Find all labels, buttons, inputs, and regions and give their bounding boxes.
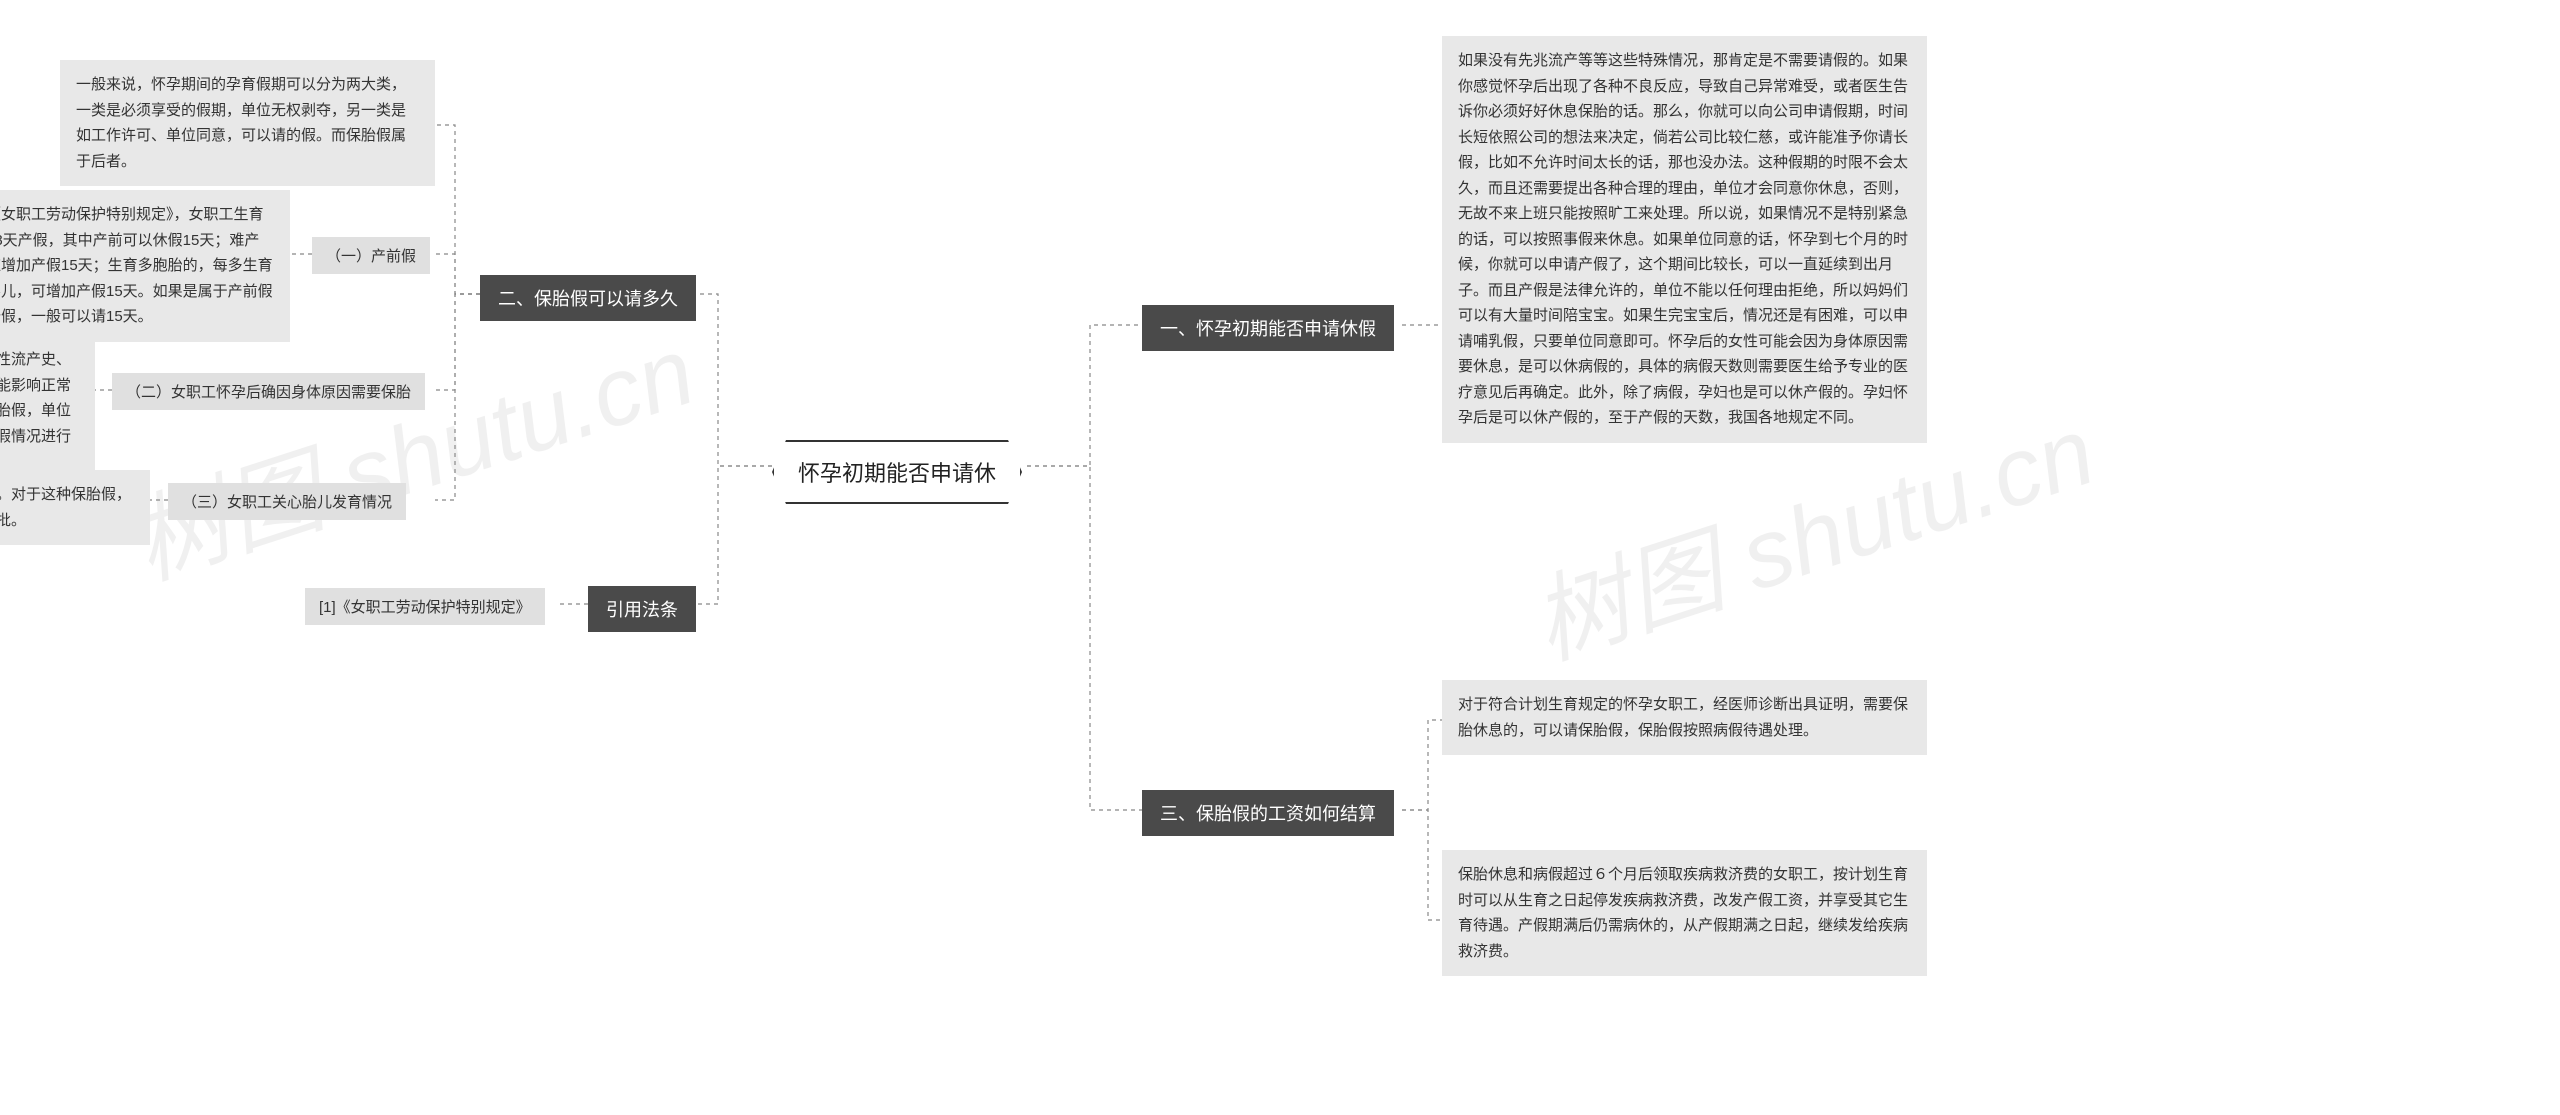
sub-care-fetus: （三）女职工关心胎儿发育情况 [168,483,406,520]
sub-health-need: （二）女职工怀孕后确因身体原因需要保胎 [112,373,425,410]
branch-label: 三、保胎假的工资如何结算 [1160,804,1376,824]
leaf-text: 根据《女职工劳动保护特别规定》，女职工生育享受98天产假，其中产前可以休假15天… [0,206,273,325]
leaf-text: 怀孕后要求在家休息保胎的。对于这种保胎假，单位拥有自主权，可批可不批。 [0,486,131,529]
sub-prenatal-leave: （一）产前假 [312,237,430,274]
leaf-text: 一般来说，怀孕期间的孕育假期可以分为两大类，一类是必须享受的假期，单位无权剥夺，… [76,76,406,170]
branch-label: 引用法条 [606,600,678,620]
sub-label: （三）女职工关心胎儿发育情况 [182,494,392,511]
leaf-text: 对于符合计划生育规定的怀孕女职工，经医师诊断出具证明，需要保胎休息的，可以请保胎… [1458,696,1908,739]
sub-label: （二）女职工怀孕后确因身体原因需要保胎 [126,384,411,401]
branch-early-pregnancy-leave: 一、怀孕初期能否申请休假 [1142,305,1394,351]
leaf-text: 保胎休息和病假超过６个月后领取疾病救济费的女职工，按计划生育时可以从生育之日起停… [1458,866,1908,960]
leaf-prenatal-desc: 根据《女职工劳动保护特别规定》，女职工生育享受98天产假，其中产前可以休假15天… [0,190,290,342]
branch-salary-calc: 三、保胎假的工资如何结算 [1142,790,1394,836]
leaf-salary-b: 保胎休息和病假超过６个月后领取疾病救济费的女职工，按计划生育时可以从生育之日起停… [1442,850,1927,976]
branch-label: 一、怀孕初期能否申请休假 [1160,319,1376,339]
leaf-two-categories: 一般来说，怀孕期间的孕育假期可以分为两大类，一类是必须享受的假期，单位无权剥夺，… [60,60,435,186]
leaf-care-desc: 怀孕后要求在家休息保胎的。对于这种保胎假，单位拥有自主权，可批可不批。 [0,470,150,545]
root-label: 怀孕初期能否申请休 [798,461,996,486]
leaf-text: [1]《女职工劳动保护特别规定》 [319,599,531,616]
mindmap-root: 怀孕初期能否申请休 [772,440,1022,504]
branch-how-long: 二、保胎假可以请多久 [480,275,696,321]
leaf-salary-a: 对于符合计划生育规定的怀孕女职工，经医师诊断出具证明，需要保胎休息的，可以请保胎… [1442,680,1927,755]
branch-citation: 引用法条 [588,586,696,632]
sub-label: （一）产前假 [326,248,416,265]
leaf-early-pregnancy-desc: 如果没有先兆流产等等这些特殊情况，那肯定是不需要请假的。如果你感觉怀孕后出现了各… [1442,36,1927,443]
leaf-citation: [1]《女职工劳动保护特别规定》 [305,588,545,625]
branch-label: 二、保胎假可以请多久 [498,289,678,309]
leaf-text: 经二级以上医疗保健机构证明有习惯性流产史、严重的妊娠综合症、妊娠合并症等可能影响… [0,351,71,470]
leaf-text: 如果没有先兆流产等等这些特殊情况，那肯定是不需要请假的。如果你感觉怀孕后出现了各… [1458,52,1908,426]
leaf-health-desc: 经二级以上医疗保健机构证明有习惯性流产史、严重的妊娠综合症、妊娠合并症等可能影响… [0,335,95,487]
